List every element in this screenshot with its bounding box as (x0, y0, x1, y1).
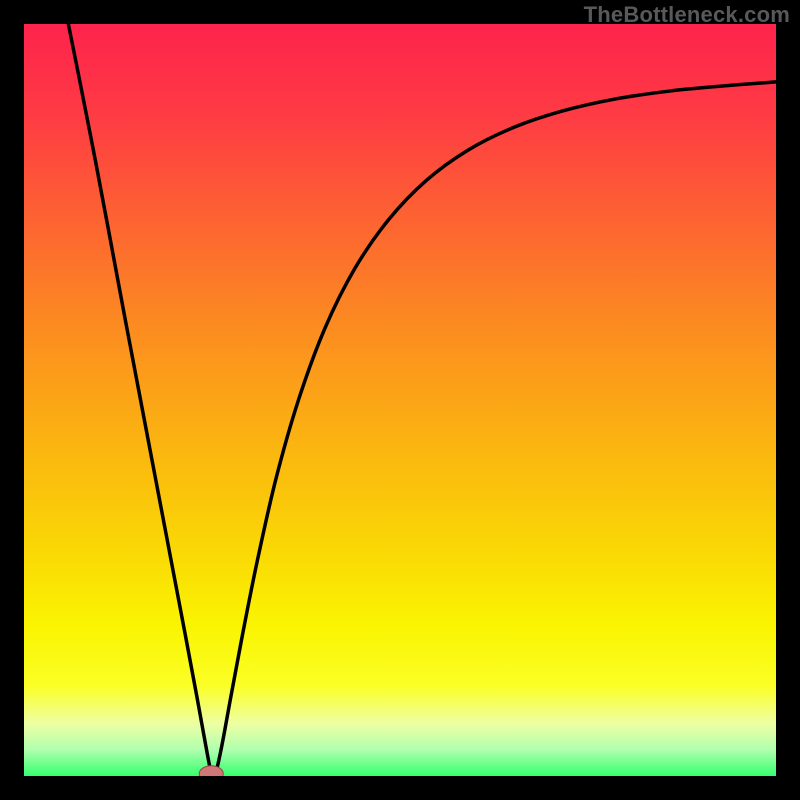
bottleneck-chart (24, 24, 776, 776)
chart-frame: TheBottleneck.com (0, 0, 800, 800)
watermark-text: TheBottleneck.com (584, 2, 790, 28)
gradient-background (24, 24, 776, 776)
